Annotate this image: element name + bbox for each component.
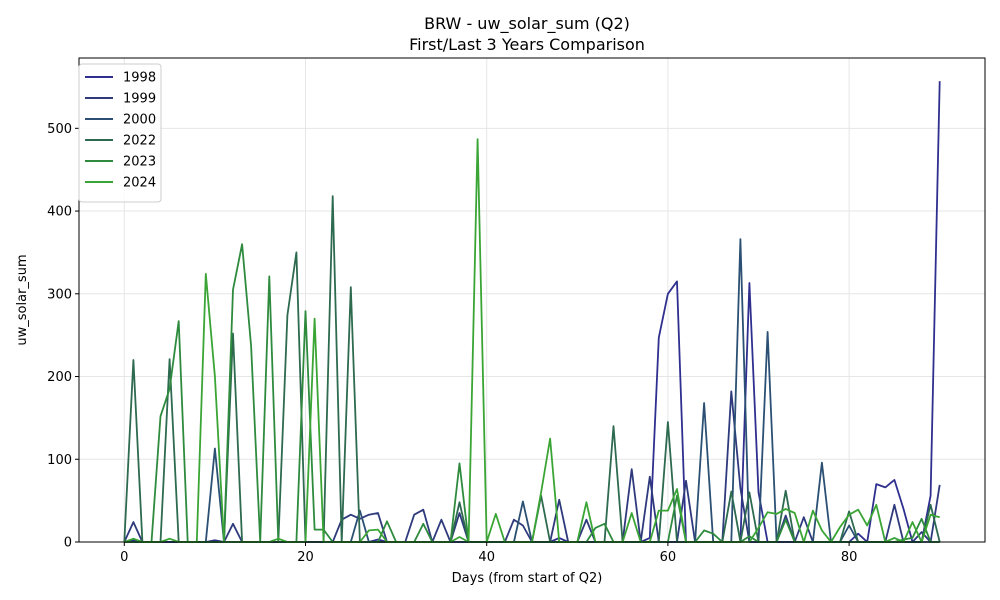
- legend-entry: 1998: [123, 71, 156, 86]
- legend: 1998 1999 2000 2022 2023 2024: [78, 63, 162, 203]
- y-axis-label: uw_solar_sum: [15, 254, 30, 345]
- series-line-2000: [124, 238, 940, 543]
- legend-entry: 2000: [123, 113, 156, 128]
- y-tick-label: 200: [47, 370, 72, 385]
- x-tick-label: 20: [297, 550, 314, 565]
- series-layer: [123, 81, 941, 543]
- y-tick-label: 400: [47, 205, 72, 220]
- x-axis-label: Days (from start of Q2): [452, 571, 603, 586]
- plot-frame: [78, 57, 986, 543]
- y-tick-label: 0: [64, 536, 72, 551]
- legend-entry: 2022: [123, 134, 156, 149]
- x-tick-label: 40: [478, 550, 495, 565]
- series-line-2024: [123, 138, 940, 543]
- legend-entry: 1999: [123, 92, 156, 107]
- x-tick-label: 80: [841, 550, 858, 565]
- series-line-2022: [123, 195, 941, 543]
- legend-entry: 2023: [123, 155, 156, 170]
- y-tick-label: 100: [47, 453, 72, 468]
- ticks: 0 20 40 60 80 0 100 200 300 400 500: [47, 122, 857, 565]
- y-tick-label: 500: [47, 122, 72, 137]
- x-tick-label: 0: [120, 550, 128, 565]
- series-line-1998: [124, 81, 941, 543]
- y-tick-label: 300: [47, 287, 72, 302]
- legend-entry: 2024: [123, 176, 156, 191]
- grid: [79, 58, 985, 543]
- x-tick-label: 60: [660, 550, 677, 565]
- chart-subtitle: First/Last 3 Years Comparison: [409, 35, 645, 54]
- chart-title: BRW - uw_solar_sum (Q2): [424, 14, 630, 34]
